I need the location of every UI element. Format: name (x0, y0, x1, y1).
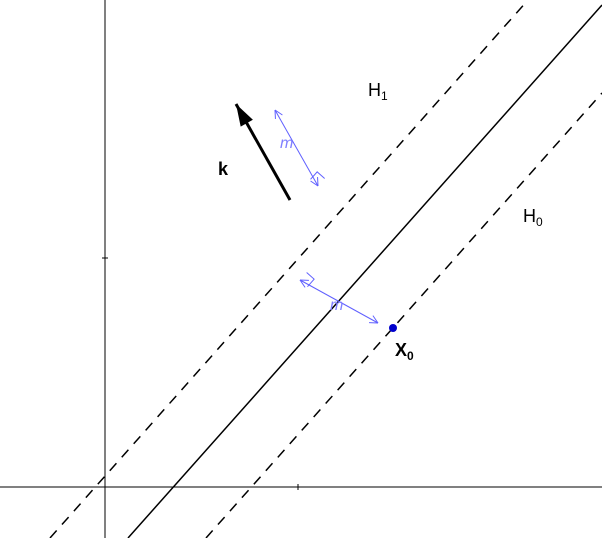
hyperplane-h0 (206, 93, 602, 538)
center-line (128, 5, 602, 538)
label-h1: H1 (368, 80, 388, 103)
point-x0-label: X0 (395, 340, 414, 363)
point-x0 (389, 324, 397, 332)
vector-k-arrowhead (236, 104, 253, 127)
label-h0: H0 (523, 206, 543, 229)
hyperplane-h1 (50, 0, 528, 538)
vector-k-label: k (218, 159, 229, 179)
margin-label: m (330, 297, 343, 314)
margin-label: m (280, 135, 293, 152)
